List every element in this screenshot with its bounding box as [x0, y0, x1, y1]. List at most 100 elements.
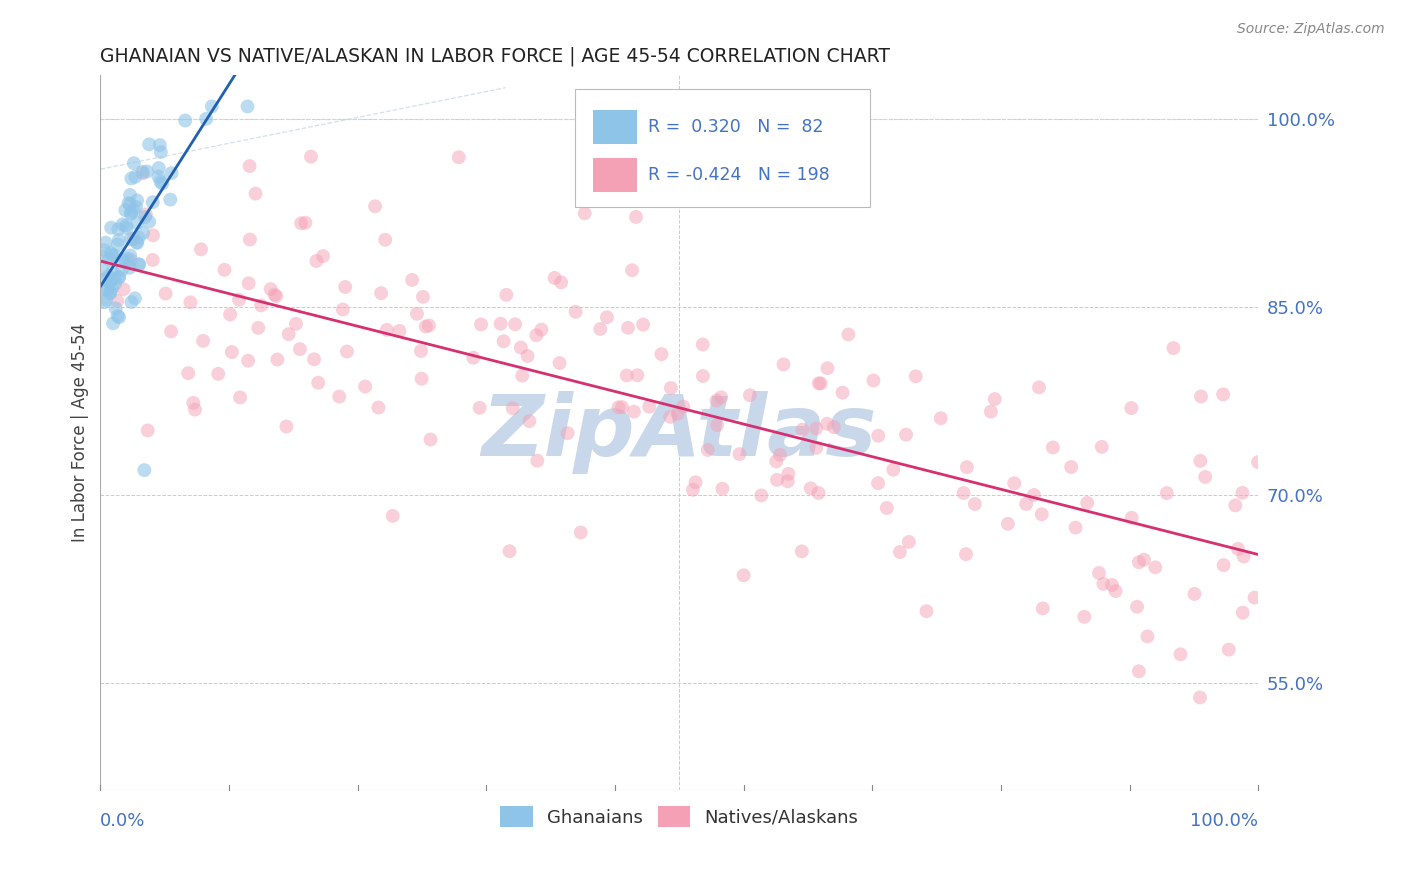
Ghanaians	[125, 235, 148, 249]
Ghanaians	[107, 222, 129, 236]
Natives/Alaskans	[915, 604, 938, 618]
Natives/Alaskans	[868, 476, 890, 491]
Natives/Alaskans	[682, 483, 704, 497]
Ghanaians	[93, 282, 115, 296]
Natives/Alaskans	[733, 568, 755, 582]
Natives/Alaskans	[112, 282, 135, 296]
Natives/Alaskans	[650, 347, 672, 361]
Ghanaians	[128, 257, 150, 271]
Natives/Alaskans	[1247, 455, 1270, 469]
Ghanaians	[115, 221, 138, 235]
Natives/Alaskans	[952, 486, 974, 500]
Ghanaians	[236, 99, 259, 113]
Ghanaians	[100, 246, 122, 260]
Natives/Alaskans	[260, 282, 283, 296]
Natives/Alaskans	[1144, 560, 1167, 574]
Ghanaians	[98, 275, 121, 289]
Ghanaians	[134, 463, 156, 477]
Natives/Alaskans	[276, 419, 298, 434]
Natives/Alaskans	[250, 298, 273, 312]
Ghanaians	[93, 273, 115, 287]
Natives/Alaskans	[160, 325, 183, 339]
Natives/Alaskans	[904, 369, 927, 384]
Ghanaians	[131, 165, 153, 179]
Natives/Alaskans	[766, 473, 789, 487]
Natives/Alaskans	[806, 441, 828, 455]
Ghanaians	[120, 248, 142, 262]
Ghanaians	[96, 284, 118, 298]
Natives/Alaskans	[1194, 470, 1216, 484]
Natives/Alaskans	[1022, 488, 1045, 502]
Ghanaians	[121, 295, 143, 310]
Ghanaians	[104, 277, 127, 291]
Ghanaians	[159, 193, 181, 207]
Natives/Alaskans	[659, 381, 682, 395]
Natives/Alaskans	[831, 385, 853, 400]
Ghanaians	[125, 200, 148, 214]
Ghanaians	[120, 205, 142, 219]
Text: 0.0%: 0.0%	[100, 813, 146, 830]
Natives/Alaskans	[800, 481, 823, 495]
Ghanaians	[97, 269, 120, 284]
Natives/Alaskans	[1126, 599, 1149, 614]
Natives/Alaskans	[1002, 476, 1025, 491]
Natives/Alaskans	[239, 159, 262, 173]
Ghanaians	[134, 210, 156, 224]
Natives/Alaskans	[509, 341, 531, 355]
Natives/Alaskans	[1227, 541, 1250, 556]
Natives/Alaskans	[302, 352, 325, 367]
Natives/Alaskans	[285, 317, 308, 331]
Natives/Alaskans	[692, 369, 714, 384]
Ghanaians	[108, 269, 131, 284]
Natives/Alaskans	[406, 307, 429, 321]
Natives/Alaskans	[815, 417, 838, 431]
Natives/Alaskans	[190, 243, 212, 257]
Ghanaians	[91, 262, 114, 277]
Natives/Alaskans	[711, 482, 734, 496]
Ghanaians	[108, 270, 131, 285]
Ghanaians	[101, 248, 124, 262]
Natives/Alaskans	[1233, 549, 1256, 564]
Ghanaians	[148, 169, 170, 184]
Natives/Alaskans	[312, 249, 335, 263]
Ghanaians	[135, 164, 157, 178]
Ghanaians	[120, 232, 142, 246]
Natives/Alaskans	[550, 276, 572, 290]
Ghanaians	[120, 188, 142, 202]
Natives/Alaskans	[1188, 690, 1211, 705]
Natives/Alaskans	[621, 263, 644, 277]
Text: R = -0.424   N = 198: R = -0.424 N = 198	[648, 166, 830, 184]
Ghanaians	[107, 309, 129, 323]
Natives/Alaskans	[882, 463, 904, 477]
Natives/Alaskans	[468, 401, 491, 415]
Natives/Alaskans	[1028, 380, 1050, 394]
Ghanaians	[122, 203, 145, 218]
Ghanaians	[142, 195, 165, 210]
Natives/Alaskans	[247, 321, 270, 335]
Ghanaians	[101, 281, 124, 295]
Natives/Alaskans	[184, 402, 207, 417]
Ghanaians	[98, 285, 121, 300]
Natives/Alaskans	[519, 414, 541, 428]
Natives/Alaskans	[1163, 341, 1185, 355]
Natives/Alaskans	[1032, 601, 1054, 615]
Ghanaians	[128, 230, 150, 244]
Text: GHANAIAN VS NATIVE/ALASKAN IN LABOR FORCE | AGE 45-54 CORRELATION CHART: GHANAIAN VS NATIVE/ALASKAN IN LABOR FORC…	[100, 46, 890, 66]
Natives/Alaskans	[524, 328, 547, 343]
Natives/Alaskans	[1243, 591, 1265, 605]
Text: ZipAtlas: ZipAtlas	[482, 391, 877, 474]
Natives/Alaskans	[1128, 665, 1150, 679]
Natives/Alaskans	[738, 388, 761, 402]
Natives/Alaskans	[569, 525, 592, 540]
Natives/Alaskans	[807, 376, 830, 391]
Ghanaians	[115, 255, 138, 269]
Natives/Alaskans	[264, 289, 287, 303]
Natives/Alaskans	[806, 421, 828, 435]
Ghanaians	[120, 171, 142, 186]
Ghanaians	[149, 174, 172, 188]
Natives/Alaskans	[122, 232, 145, 246]
Natives/Alaskans	[463, 351, 485, 365]
Natives/Alaskans	[245, 186, 267, 201]
Natives/Alaskans	[607, 401, 630, 415]
Natives/Alaskans	[817, 361, 839, 376]
